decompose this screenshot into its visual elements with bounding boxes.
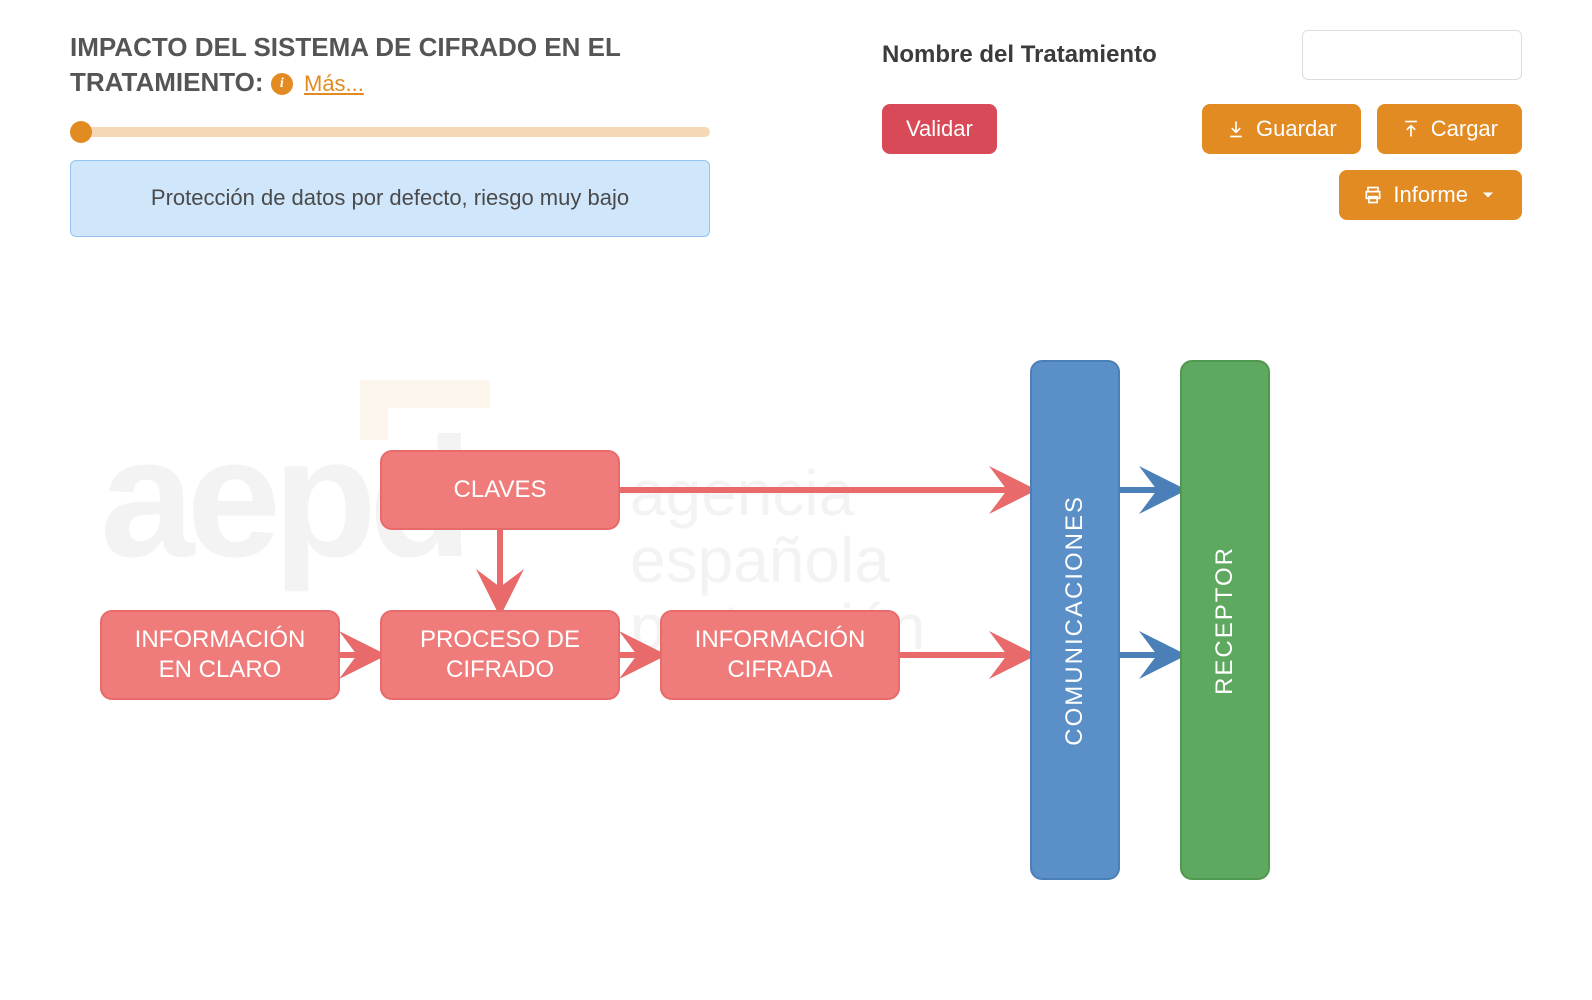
node-label: INFORMACIÓN CIFRADA — [676, 625, 884, 685]
page-title: IMPACTO DEL SISTEMA DE CIFRADO EN EL TRA… — [70, 30, 710, 100]
treatment-input[interactable] — [1302, 30, 1522, 80]
encryption-flowchart: aepd agencia española protección CLAVESI… — [0, 350, 1592, 970]
guardar-button[interactable]: Guardar — [1202, 104, 1361, 154]
node-proceso[interactable]: PROCESO DE CIFRADO — [380, 610, 620, 700]
impact-slider[interactable] — [70, 118, 710, 146]
node-label: INFORMACIÓN EN CLARO — [116, 625, 324, 685]
node-claves[interactable]: CLAVES — [380, 450, 620, 530]
slider-thumb[interactable] — [70, 121, 92, 143]
informe-label: Informe — [1393, 182, 1468, 208]
top-row: IMPACTO DEL SISTEMA DE CIFRADO EN EL TRA… — [70, 30, 1522, 237]
chevron-down-icon — [1478, 185, 1498, 205]
print-icon — [1363, 185, 1383, 205]
treatment-row: Nombre del Tratamiento — [882, 30, 1522, 80]
node-comun[interactable]: COMUNICACIONES — [1030, 360, 1120, 880]
node-label: RECEPTOR — [1210, 546, 1240, 695]
info-icon[interactable]: i — [271, 73, 293, 95]
more-link[interactable]: Más... — [304, 71, 364, 96]
button-row: Validar Guardar Cargar — [882, 104, 1522, 154]
left-column: IMPACTO DEL SISTEMA DE CIFRADO EN EL TRA… — [70, 30, 710, 237]
node-info_claro[interactable]: INFORMACIÓN EN CLARO — [100, 610, 340, 700]
treatment-label: Nombre del Tratamiento — [882, 41, 1282, 69]
guardar-label: Guardar — [1256, 116, 1337, 142]
cargar-label: Cargar — [1431, 116, 1498, 142]
node-label: PROCESO DE CIFRADO — [396, 625, 604, 685]
download-icon — [1226, 119, 1246, 139]
validar-label: Validar — [906, 116, 973, 142]
node-receptor[interactable]: RECEPTOR — [1180, 360, 1270, 880]
cargar-button[interactable]: Cargar — [1377, 104, 1522, 154]
validar-button[interactable]: Validar — [882, 104, 997, 154]
spacer — [1013, 104, 1186, 154]
button-row-2: Informe — [882, 170, 1522, 220]
right-column: Nombre del Tratamiento Validar Guardar C… — [882, 30, 1522, 220]
status-badge: Protección de datos por defecto, riesgo … — [70, 160, 710, 237]
upload-icon — [1401, 119, 1421, 139]
node-info_cif[interactable]: INFORMACIÓN CIFRADA — [660, 610, 900, 700]
node-label: CLAVES — [454, 475, 547, 505]
informe-button[interactable]: Informe — [1339, 170, 1522, 220]
slider-track — [70, 127, 710, 137]
node-label: COMUNICACIONES — [1060, 495, 1090, 746]
